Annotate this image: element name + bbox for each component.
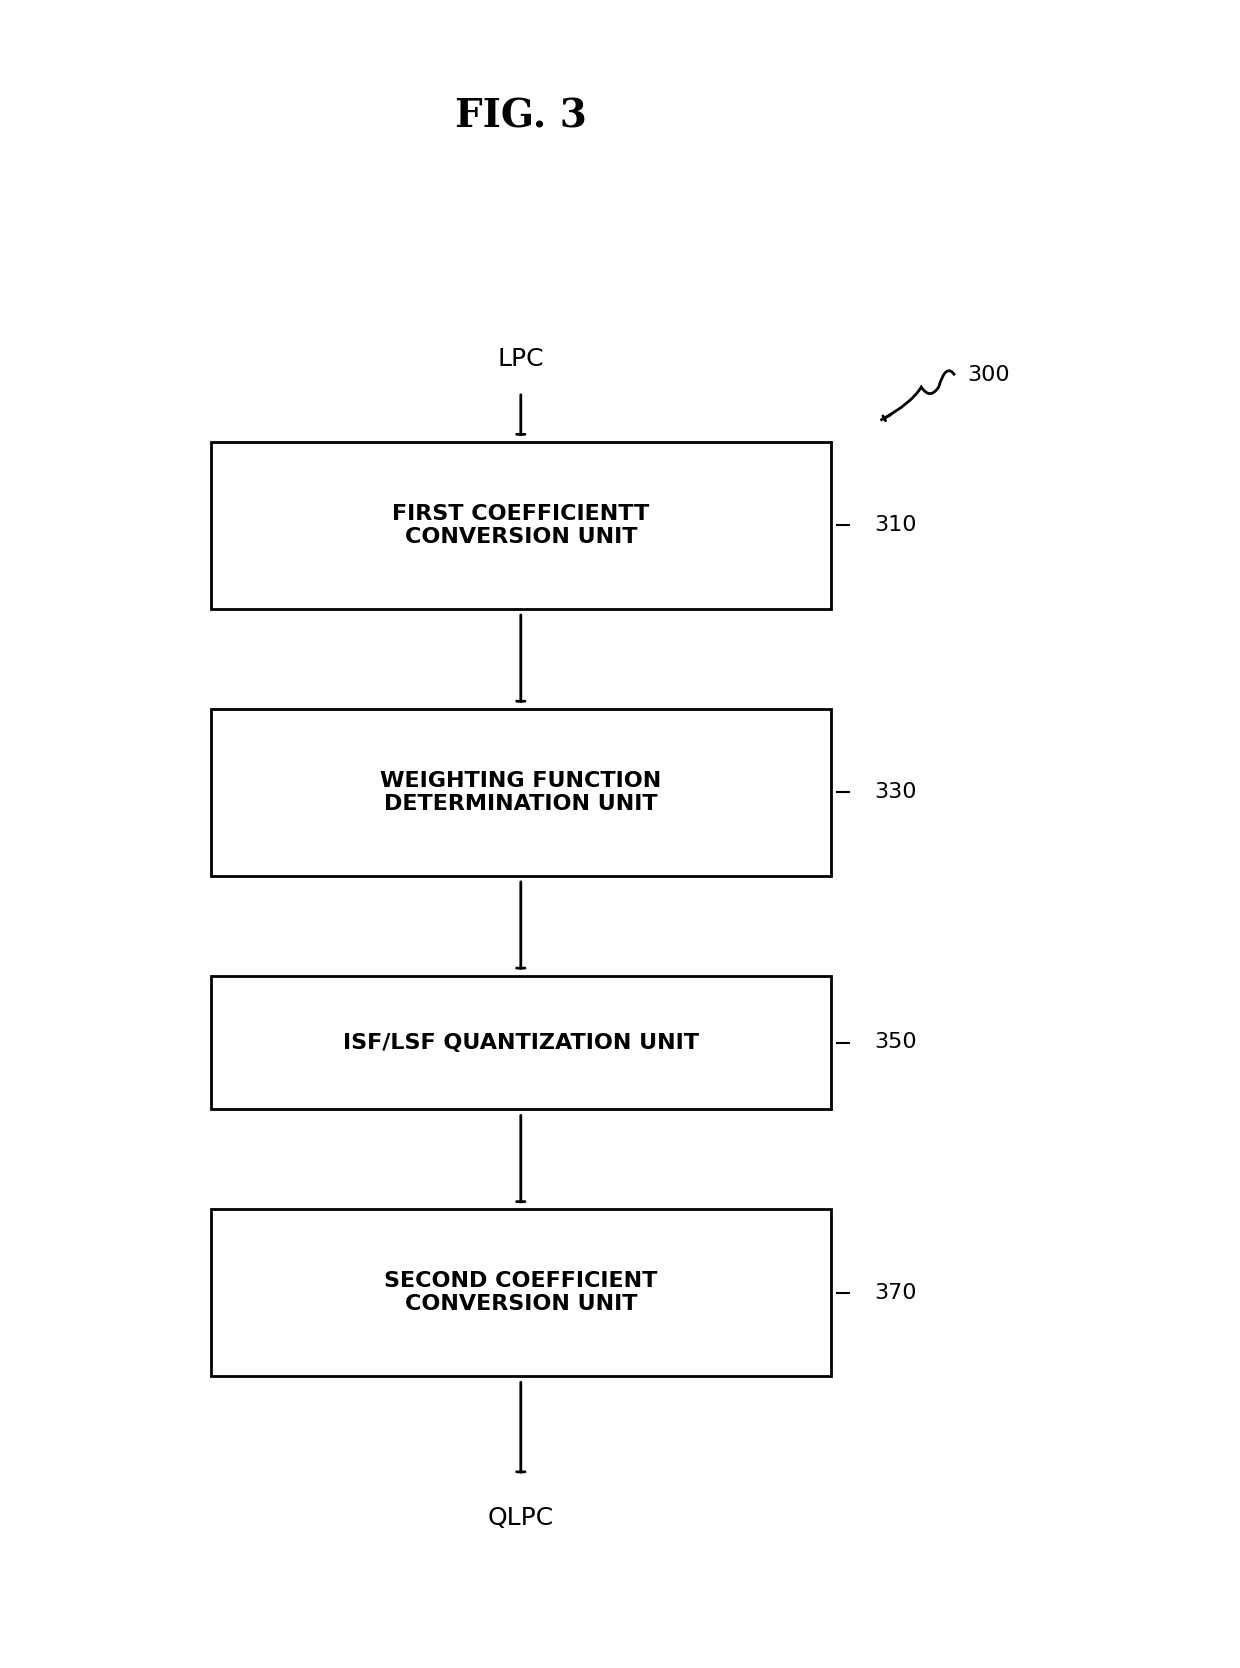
- FancyBboxPatch shape: [211, 976, 831, 1109]
- Text: 310: 310: [874, 515, 916, 535]
- FancyBboxPatch shape: [211, 442, 831, 609]
- Text: 330: 330: [874, 782, 916, 802]
- Text: QLPC: QLPC: [487, 1506, 554, 1530]
- Text: FIG. 3: FIG. 3: [455, 98, 587, 135]
- FancyBboxPatch shape: [211, 709, 831, 876]
- Text: WEIGHTING FUNCTION
DETERMINATION UNIT: WEIGHTING FUNCTION DETERMINATION UNIT: [381, 771, 661, 814]
- Text: LPC: LPC: [497, 347, 544, 370]
- Text: 300: 300: [967, 365, 1009, 385]
- Text: ISF/LSF QUANTIZATION UNIT: ISF/LSF QUANTIZATION UNIT: [342, 1032, 699, 1053]
- Text: 350: 350: [874, 1032, 916, 1053]
- Text: 370: 370: [874, 1283, 916, 1303]
- Text: FIRST COEFFICIENTT
CONVERSION UNIT: FIRST COEFFICIENTT CONVERSION UNIT: [392, 504, 650, 547]
- FancyBboxPatch shape: [211, 1209, 831, 1376]
- Text: SECOND COEFFICIENT
CONVERSION UNIT: SECOND COEFFICIENT CONVERSION UNIT: [384, 1271, 657, 1314]
